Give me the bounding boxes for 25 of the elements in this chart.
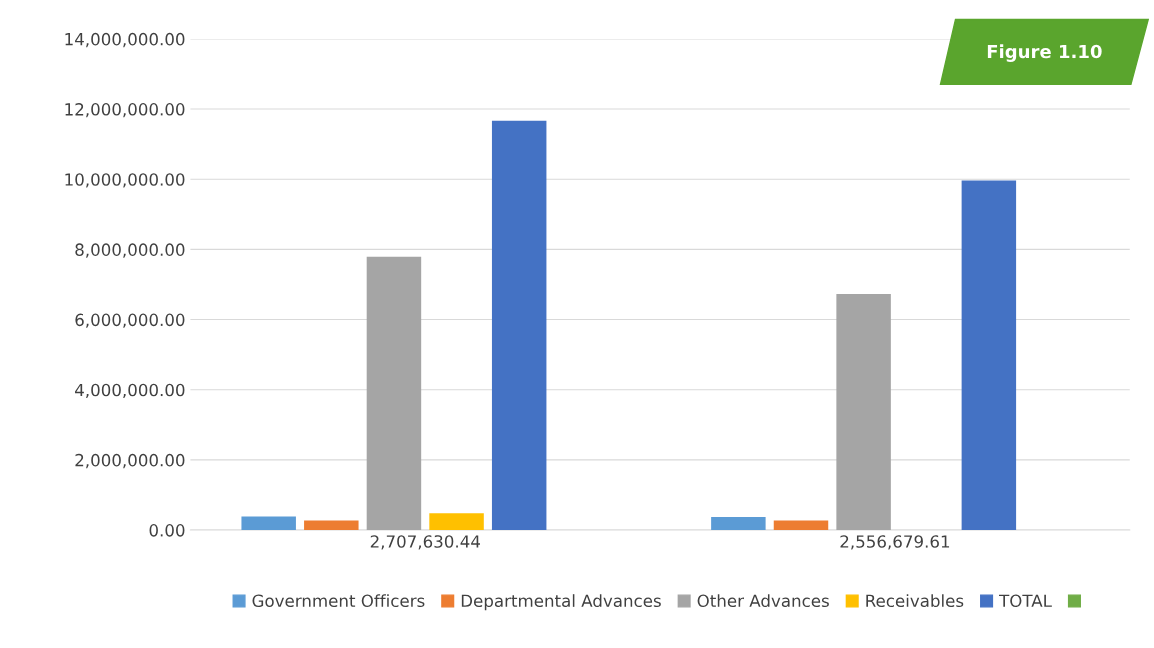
legend-label: Departmental Advances (461, 594, 661, 611)
y-tick-label: 14,000,000.00 (65, 32, 185, 48)
y-tick-label: 6,000,000.00 (75, 313, 185, 328)
bar (304, 520, 359, 531)
x-tick-label: 2,707,630.44 (370, 535, 480, 550)
legend-label: TOTAL (999, 594, 1052, 608)
bar (429, 513, 484, 531)
x-tick-label: 2,556,679.61 (840, 535, 950, 550)
bar (366, 256, 422, 531)
bar (241, 516, 296, 531)
y-tick-label: 10,000,000.00 (65, 173, 185, 188)
annotation: Figure 1.10 (987, 44, 1102, 62)
bar (711, 517, 766, 531)
bar (836, 293, 891, 531)
y-tick-label: 0.00 (149, 524, 185, 537)
bar (491, 120, 547, 531)
legend-label: Other Advances (697, 594, 829, 608)
bar (773, 520, 829, 531)
legend-label: Receivables (866, 594, 964, 608)
y-tick-label: 2,000,000.00 (75, 453, 185, 469)
y-tick-label: 12,000,000.00 (65, 103, 185, 118)
y-tick-label: 8,000,000.00 (75, 243, 185, 258)
y-tick-label: 4,000,000.00 (75, 383, 185, 398)
legend-label: Government Officers (252, 594, 425, 608)
bar (961, 180, 1017, 531)
